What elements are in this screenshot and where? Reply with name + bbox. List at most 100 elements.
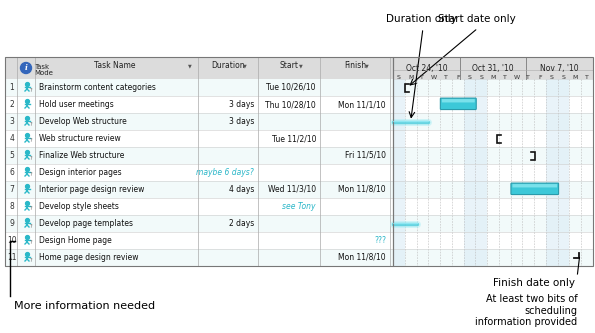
Text: S: S	[397, 75, 401, 80]
Text: Nov 7, '10: Nov 7, '10	[540, 64, 579, 73]
Text: Tue 10/26/10: Tue 10/26/10	[267, 83, 316, 92]
Text: S: S	[550, 75, 554, 80]
Text: 11: 11	[7, 253, 17, 262]
Text: Duration: Duration	[211, 62, 245, 71]
Text: Web structure review: Web structure review	[39, 134, 121, 143]
Bar	[5, 232, 393, 249]
Text: 4 days: 4 days	[228, 185, 254, 194]
Text: F: F	[538, 75, 542, 80]
Text: ?: ?	[29, 257, 32, 262]
Bar	[5, 57, 393, 266]
Text: 10: 10	[7, 236, 17, 245]
Bar	[475, 79, 487, 266]
Bar	[5, 57, 393, 266]
Bar	[393, 198, 593, 215]
Text: 2: 2	[10, 100, 14, 109]
Bar	[393, 147, 593, 164]
Bar	[393, 57, 593, 266]
Text: Thu 10/28/10: Thu 10/28/10	[265, 100, 316, 109]
Text: Mode: Mode	[34, 70, 53, 76]
Text: Tue 11/2/10: Tue 11/2/10	[271, 134, 316, 143]
Text: 4: 4	[10, 134, 14, 143]
Text: M: M	[408, 75, 414, 80]
Text: ?: ?	[29, 206, 32, 211]
Text: At least two bits of
scheduling
information provided: At least two bits of scheduling informat…	[475, 294, 578, 327]
Bar	[393, 113, 593, 130]
Text: Duration only: Duration only	[386, 14, 456, 24]
Bar	[546, 79, 558, 266]
Text: Task: Task	[34, 64, 49, 70]
Text: T: T	[585, 75, 589, 80]
Text: ?: ?	[29, 139, 32, 144]
Text: 7: 7	[10, 185, 14, 194]
Text: 3 days: 3 days	[228, 100, 254, 109]
Bar	[5, 181, 393, 198]
Text: More information needed: More information needed	[14, 301, 155, 311]
Text: ?: ?	[29, 88, 32, 93]
Bar	[393, 96, 593, 113]
Text: Start: Start	[280, 62, 299, 71]
Text: Home page design review: Home page design review	[39, 253, 139, 262]
Text: ???: ???	[374, 236, 386, 245]
Text: ▼: ▼	[243, 64, 247, 69]
Text: Finish: Finish	[344, 62, 366, 71]
Bar	[464, 79, 475, 266]
Text: Develop page templates: Develop page templates	[39, 219, 133, 228]
Bar	[393, 249, 593, 266]
Text: Start date only: Start date only	[438, 14, 516, 24]
Bar	[5, 164, 393, 181]
Bar	[558, 79, 569, 266]
Text: F: F	[456, 75, 459, 80]
Text: Design interior pages: Design interior pages	[39, 168, 121, 177]
Text: ?: ?	[29, 156, 32, 161]
Text: Develop Web structure: Develop Web structure	[39, 117, 127, 126]
Text: 1: 1	[10, 83, 14, 92]
Text: S: S	[468, 75, 471, 80]
Bar	[5, 96, 393, 113]
FancyBboxPatch shape	[511, 183, 559, 194]
Text: Task Name: Task Name	[94, 62, 135, 71]
Text: Mon 11/8/10: Mon 11/8/10	[339, 253, 386, 262]
Bar	[5, 249, 393, 266]
Text: S: S	[562, 75, 565, 80]
Bar	[5, 198, 393, 215]
Text: Design Home page: Design Home page	[39, 236, 112, 245]
Text: S: S	[480, 75, 483, 80]
Text: W: W	[513, 75, 519, 80]
Text: Oct 31, '10: Oct 31, '10	[472, 64, 514, 73]
Text: M: M	[490, 75, 496, 80]
Bar	[393, 232, 593, 249]
Text: Finalize Web structure: Finalize Web structure	[39, 151, 124, 160]
Bar	[5, 113, 393, 130]
Text: Develop style sheets: Develop style sheets	[39, 202, 119, 211]
Text: 8: 8	[10, 202, 14, 211]
Text: 5: 5	[10, 151, 14, 160]
Circle shape	[20, 63, 32, 74]
Bar	[5, 79, 393, 96]
Bar	[393, 79, 593, 96]
Text: i: i	[24, 64, 27, 72]
Text: Hold user meetings: Hold user meetings	[39, 100, 114, 109]
Text: 3: 3	[10, 117, 14, 126]
Bar	[393, 164, 593, 181]
Text: ▼: ▼	[188, 64, 192, 69]
Text: Fri 11/5/10: Fri 11/5/10	[345, 151, 386, 160]
Text: Finish date only: Finish date only	[493, 278, 575, 288]
Text: Mon 11/1/10: Mon 11/1/10	[339, 100, 386, 109]
Text: ?: ?	[29, 240, 32, 245]
Text: see Tony: see Tony	[283, 202, 316, 211]
Bar	[5, 215, 393, 232]
Text: T: T	[527, 75, 530, 80]
FancyBboxPatch shape	[512, 184, 557, 187]
Bar	[393, 215, 593, 232]
Text: 6: 6	[10, 168, 14, 177]
Text: Brainstorm content categories: Brainstorm content categories	[39, 83, 156, 92]
FancyBboxPatch shape	[440, 98, 476, 110]
Text: ▼: ▼	[365, 64, 369, 69]
Text: Wed 11/3/10: Wed 11/3/10	[268, 185, 316, 194]
Text: maybe 6 days?: maybe 6 days?	[196, 168, 254, 177]
Bar	[5, 57, 393, 79]
Bar	[393, 181, 593, 198]
Text: T: T	[503, 75, 507, 80]
Text: M: M	[572, 75, 578, 80]
